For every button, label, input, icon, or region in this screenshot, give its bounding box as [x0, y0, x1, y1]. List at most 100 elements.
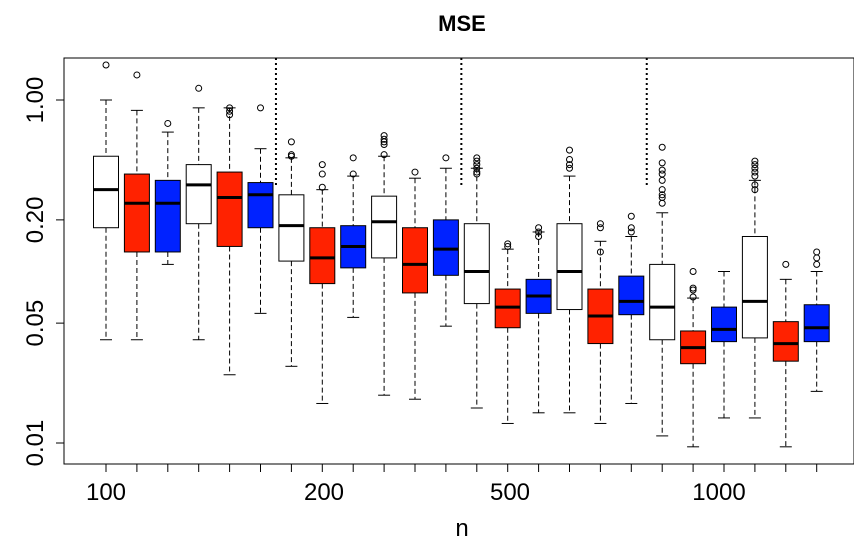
- outlier-point: [689, 268, 697, 275]
- outlier-point: [782, 260, 790, 268]
- outlier-point: [813, 260, 821, 268]
- x-tick-label: 100: [86, 479, 126, 506]
- outlier-point: [226, 107, 234, 115]
- outlier-point: [504, 240, 512, 248]
- box-4-100-white: [185, 84, 212, 341]
- outlier-point: [596, 220, 604, 228]
- outlier-point: [535, 232, 543, 240]
- box-3-100-blue: [154, 119, 181, 265]
- outlier-point: [658, 191, 666, 199]
- y-axis: 0.01 0.05 0.20 1.00: [22, 77, 65, 467]
- box-body: [618, 275, 645, 316]
- outlier-point: [751, 161, 759, 169]
- outlier-point: [349, 154, 357, 162]
- box-21-1000-blue: [711, 271, 737, 419]
- y-tick-label: 0.20: [22, 197, 49, 244]
- plot-frame: [63, 57, 854, 465]
- outlier-point: [473, 168, 481, 176]
- outlier-point: [689, 284, 697, 292]
- outlier-point: [318, 183, 326, 191]
- outlier-point: [380, 141, 388, 149]
- outlier-point: [689, 293, 697, 301]
- box-1-100-white: [93, 61, 119, 341]
- outlier-point: [226, 111, 234, 119]
- outlier-point: [380, 151, 388, 159]
- box-12-200-blue: [432, 154, 459, 327]
- box-5-100-red: [216, 104, 243, 376]
- outlier-point: [658, 194, 666, 202]
- box-6-100-blue: [247, 104, 274, 314]
- outlier-point: [751, 164, 759, 172]
- box-13-500-white: [463, 154, 490, 409]
- outlier-point: [535, 224, 543, 232]
- outlier-point: [751, 181, 759, 189]
- outlier-point: [195, 84, 203, 92]
- box-body: [154, 179, 181, 253]
- box-body: [247, 182, 274, 229]
- outlier-point: [133, 71, 141, 79]
- outlier-point: [566, 155, 573, 163]
- outlier-point: [658, 176, 666, 184]
- box-body: [772, 321, 799, 362]
- chart-title: MSE: [438, 11, 486, 36]
- outlier-point: [473, 157, 481, 165]
- box-body: [803, 304, 830, 343]
- box-16-500-white: [556, 146, 583, 414]
- outlier-point: [380, 132, 388, 140]
- y-tick-label: 1.00: [22, 77, 49, 124]
- outlier-point: [287, 151, 295, 159]
- outlier-point: [658, 186, 666, 194]
- box-23-1000-red: [772, 260, 799, 448]
- outlier-point: [751, 172, 759, 180]
- box-22-1000-white: [741, 157, 768, 419]
- y-tick-label: 0.01: [22, 420, 49, 467]
- plot-area: [93, 58, 830, 448]
- outlier-point: [751, 168, 759, 176]
- outlier-point: [349, 170, 357, 178]
- outlier-point: [566, 161, 573, 169]
- box-body: [741, 235, 768, 339]
- outlier-point: [566, 164, 573, 172]
- box-11-200-red: [402, 168, 428, 400]
- outlier-point: [442, 154, 450, 162]
- outlier-point: [596, 248, 604, 256]
- box-body: [432, 219, 459, 276]
- outlier-point: [751, 186, 759, 194]
- outlier-point: [813, 254, 821, 262]
- outlier-point: [658, 143, 666, 151]
- outlier-point: [287, 138, 295, 146]
- box-17-500-red: [587, 220, 614, 424]
- box-body: [185, 164, 212, 225]
- outlier-point: [473, 154, 481, 162]
- box-18-500-blue: [618, 212, 645, 404]
- outlier-point: [504, 242, 512, 250]
- box-2-100-red: [123, 71, 150, 341]
- x-tick-label: 500: [490, 479, 530, 506]
- box-body: [123, 173, 150, 253]
- x-tick-label: 200: [304, 479, 344, 506]
- box-body: [371, 195, 398, 259]
- outlier-point: [658, 166, 666, 174]
- outlier-point: [751, 157, 759, 165]
- box-body: [556, 223, 583, 311]
- outlier-point: [627, 224, 635, 232]
- box-20-1000-red: [680, 268, 707, 448]
- outlier-point: [535, 228, 543, 236]
- box-15-500-blue: [525, 224, 552, 414]
- outlier-point: [473, 164, 481, 172]
- box-8-200-red: [309, 161, 336, 404]
- x-axis: 100 200 500 1000: [86, 463, 818, 506]
- outlier-point: [102, 61, 110, 69]
- outlier-point: [596, 224, 604, 232]
- box-body: [278, 194, 305, 262]
- outlier-point: [164, 119, 172, 127]
- box-body: [711, 306, 737, 343]
- outlier-point: [658, 170, 666, 178]
- outlier-point: [257, 104, 264, 112]
- x-tick-label: 1000: [692, 479, 745, 506]
- box-body: [216, 171, 243, 247]
- outlier-point: [473, 161, 481, 169]
- outlier-point: [627, 228, 635, 236]
- box-7-200-white: [278, 138, 305, 367]
- y-tick-label: 0.05: [22, 300, 49, 347]
